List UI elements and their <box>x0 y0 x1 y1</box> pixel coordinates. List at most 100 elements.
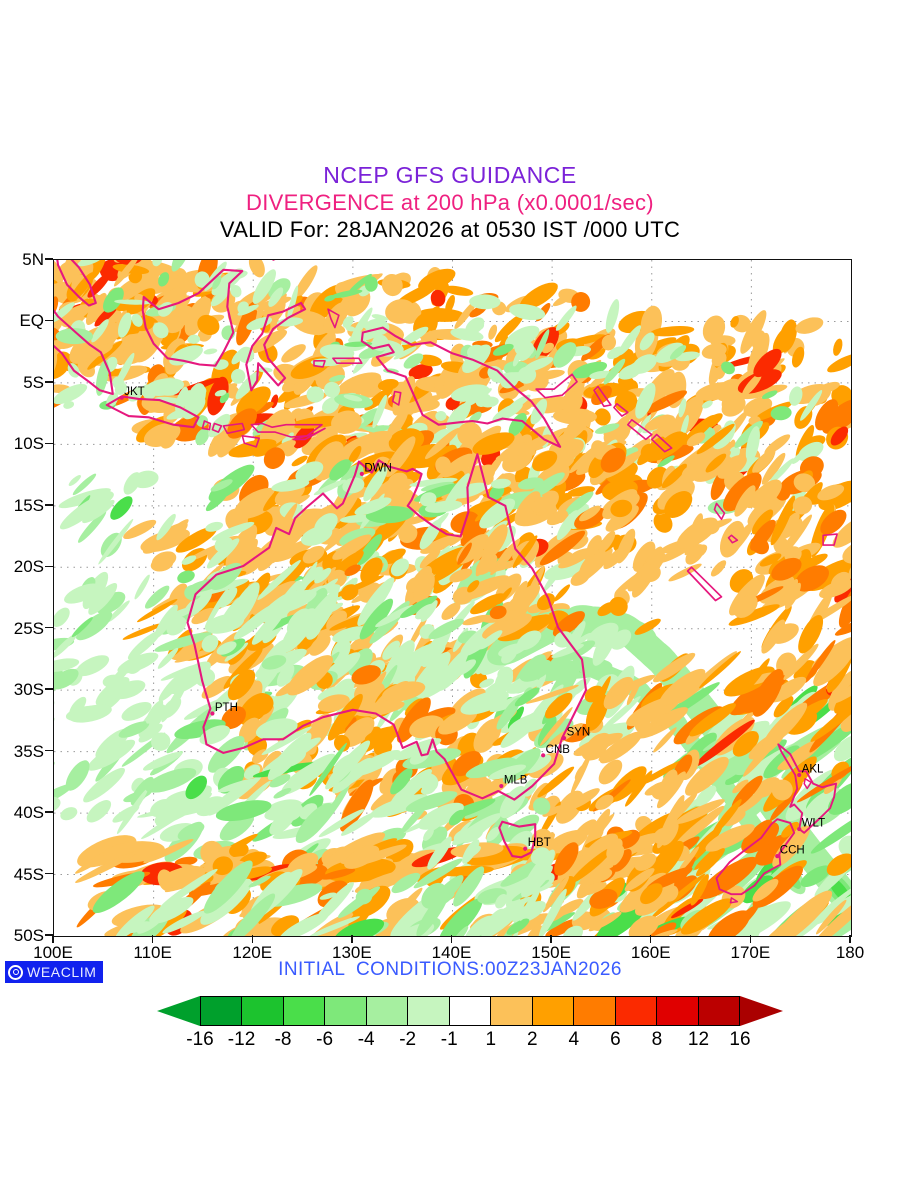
colorbar-cell <box>200 996 242 1026</box>
weaclim-logo: WEACLIM <box>5 961 103 983</box>
city-marker <box>499 783 504 789</box>
colorbar-tick-label: 2 <box>527 1029 538 1050</box>
colorbar-cell <box>614 996 657 1026</box>
colorbar-cell <box>448 996 491 1026</box>
colorbar-tick-label: -16 <box>186 1029 214 1050</box>
colorbar-cell <box>407 996 449 1026</box>
colorbar-cell <box>531 996 574 1026</box>
city-marker <box>119 395 124 400</box>
longitude-tick <box>650 935 652 943</box>
colorbar-cell <box>241 996 283 1026</box>
weaclim-logo-label: WEACLIM <box>27 964 97 980</box>
latitude-tick-label: EQ <box>19 311 44 331</box>
colorbar: -16 -12 -8 -6 -4 -2 -1 1 2 4 6 8 12 16 <box>157 996 783 1050</box>
city-marker <box>210 711 215 716</box>
latitude-tick <box>45 811 53 813</box>
colorbar-tick-label: 16 <box>729 1029 751 1050</box>
latitude-tick-label: 45S <box>13 864 44 884</box>
longitude-tick-label: 160E <box>630 943 671 962</box>
latitude-tick <box>45 381 53 383</box>
latitude-tick <box>45 319 53 322</box>
city-label: PTH <box>215 702 238 714</box>
colorbar-tick-label: -12 <box>227 1029 256 1050</box>
colorbar-cell <box>365 996 408 1026</box>
longitude-tick <box>849 935 851 943</box>
latitude-tick-label: 10S <box>13 434 44 454</box>
city-label: SYN <box>567 727 591 739</box>
latitude-tick-label: 35S <box>13 741 44 761</box>
longitude-tick-label: 140E <box>431 943 472 962</box>
city-marker <box>775 854 780 859</box>
colorbar-tick-label: 6 <box>610 1029 621 1050</box>
latitude-tick-label: 5S <box>23 372 44 392</box>
latitude-tick <box>45 504 53 506</box>
latitude-tick-label: 25S <box>13 618 44 638</box>
colorbar-cell <box>324 996 366 1026</box>
latitude-tick <box>45 688 53 690</box>
longitude-tick-label: 150E <box>531 943 571 962</box>
coastlines <box>54 260 838 904</box>
city-label: JKT <box>124 386 144 398</box>
colorbar-tick-label: -8 <box>274 1029 292 1050</box>
longitude-tick-label: 130E <box>332 943 372 962</box>
colorbar-tick-label: 8 <box>651 1029 663 1050</box>
city-marker <box>541 753 546 758</box>
latitude-tick-label: 50S <box>13 926 44 945</box>
colorbar-cell <box>282 996 325 1026</box>
city-label: WLT <box>802 818 825 830</box>
latitude-tick-label: 15S <box>13 495 44 515</box>
page-title: NCEP GFS GUIDANCE <box>323 162 577 188</box>
longitude-tick-label: 180 <box>835 943 865 962</box>
colorbar-tick-label: -2 <box>399 1029 417 1050</box>
longitude-tick <box>251 935 253 943</box>
latitude-tick <box>45 442 53 445</box>
circle-logo-icon <box>8 964 23 980</box>
colorbar-cell <box>656 996 698 1026</box>
divergence-map: JKT DWN PTH MLB HBT CNB SYN AKL WLT CCH <box>54 260 851 936</box>
latitude-tick-label: 30S <box>13 680 44 700</box>
colorbar-cell <box>490 996 532 1026</box>
latitude-tick <box>45 749 53 752</box>
longitude-tick-label: 100E <box>33 943 73 962</box>
longitude-tick <box>52 935 54 943</box>
longitude-tick <box>550 935 552 943</box>
latitude-tick-label: 20S <box>13 557 44 577</box>
colorbar-tick-label: 12 <box>687 1029 710 1050</box>
colorbar-tick-label: -1 <box>440 1029 458 1050</box>
chart-subtitle-variable: DIVERGENCE at 200 hPa (x0.0001/sec) <box>246 190 654 215</box>
latitude-tick-label: 5N <box>22 250 44 269</box>
map-plot-area: JKT DWN PTH MLB HBT CNB SYN AKL WLT CCH <box>53 259 852 937</box>
latitude-tick <box>45 872 53 875</box>
colorbar-tick-label: -6 <box>316 1029 334 1050</box>
longitude-tick-label: 170E <box>730 943 771 962</box>
city-marker <box>359 471 364 476</box>
city-markers: JKT DWN PTH MLB HBT CNB SYN AKL WLT CCH <box>119 386 825 859</box>
latitude-tick <box>45 627 53 629</box>
initial-conditions-label: INITIAL CONDITIONS:00Z23JAN2026 <box>278 959 622 980</box>
colorbar-extend-low-arrow <box>157 996 200 1026</box>
longitude-axis: 100E 110E 120E 130E 140E 150E 160E 170E 180 <box>0 935 900 975</box>
longitude-tick <box>151 935 154 943</box>
latitude-tick <box>45 565 53 567</box>
city-marker <box>561 736 567 741</box>
chart-subtitle-valid-time: VALID For: 28JAN2026 at 0530 IST /000 UT… <box>219 217 681 242</box>
colorbar-cells <box>200 996 741 1026</box>
longitude-tick <box>450 935 453 943</box>
colorbar-tick-label: -4 <box>357 1029 375 1050</box>
latitude-tick <box>45 258 53 260</box>
longitude-tick-label: 120E <box>232 943 273 962</box>
colorbar-tick-label: 1 <box>485 1029 497 1050</box>
colorbar-tick-labels: -16 -12 -8 -6 -4 -2 -1 1 2 4 6 8 12 16 <box>157 1026 783 1052</box>
latitude-tick <box>45 934 53 936</box>
latitude-tick-label: 40S <box>13 803 44 823</box>
city-marker <box>797 772 802 778</box>
city-label: DWN <box>364 462 391 474</box>
latitude-axis: 5N EQ 5S 10S 15S 20S 25S 30S 35S 40S 45S 50S <box>0 250 900 945</box>
colorbar-tick-label: 4 <box>568 1029 580 1050</box>
colorbar-cell <box>697 996 741 1026</box>
longitude-tick <box>749 935 752 943</box>
chart-title-block: NCEP GFS GUIDANCE DIVERGENCE at 200 hPa … <box>0 162 900 244</box>
colorbar-extend-high-arrow <box>740 996 783 1026</box>
divergence-contour-field <box>54 260 851 936</box>
city-marker <box>523 846 528 851</box>
